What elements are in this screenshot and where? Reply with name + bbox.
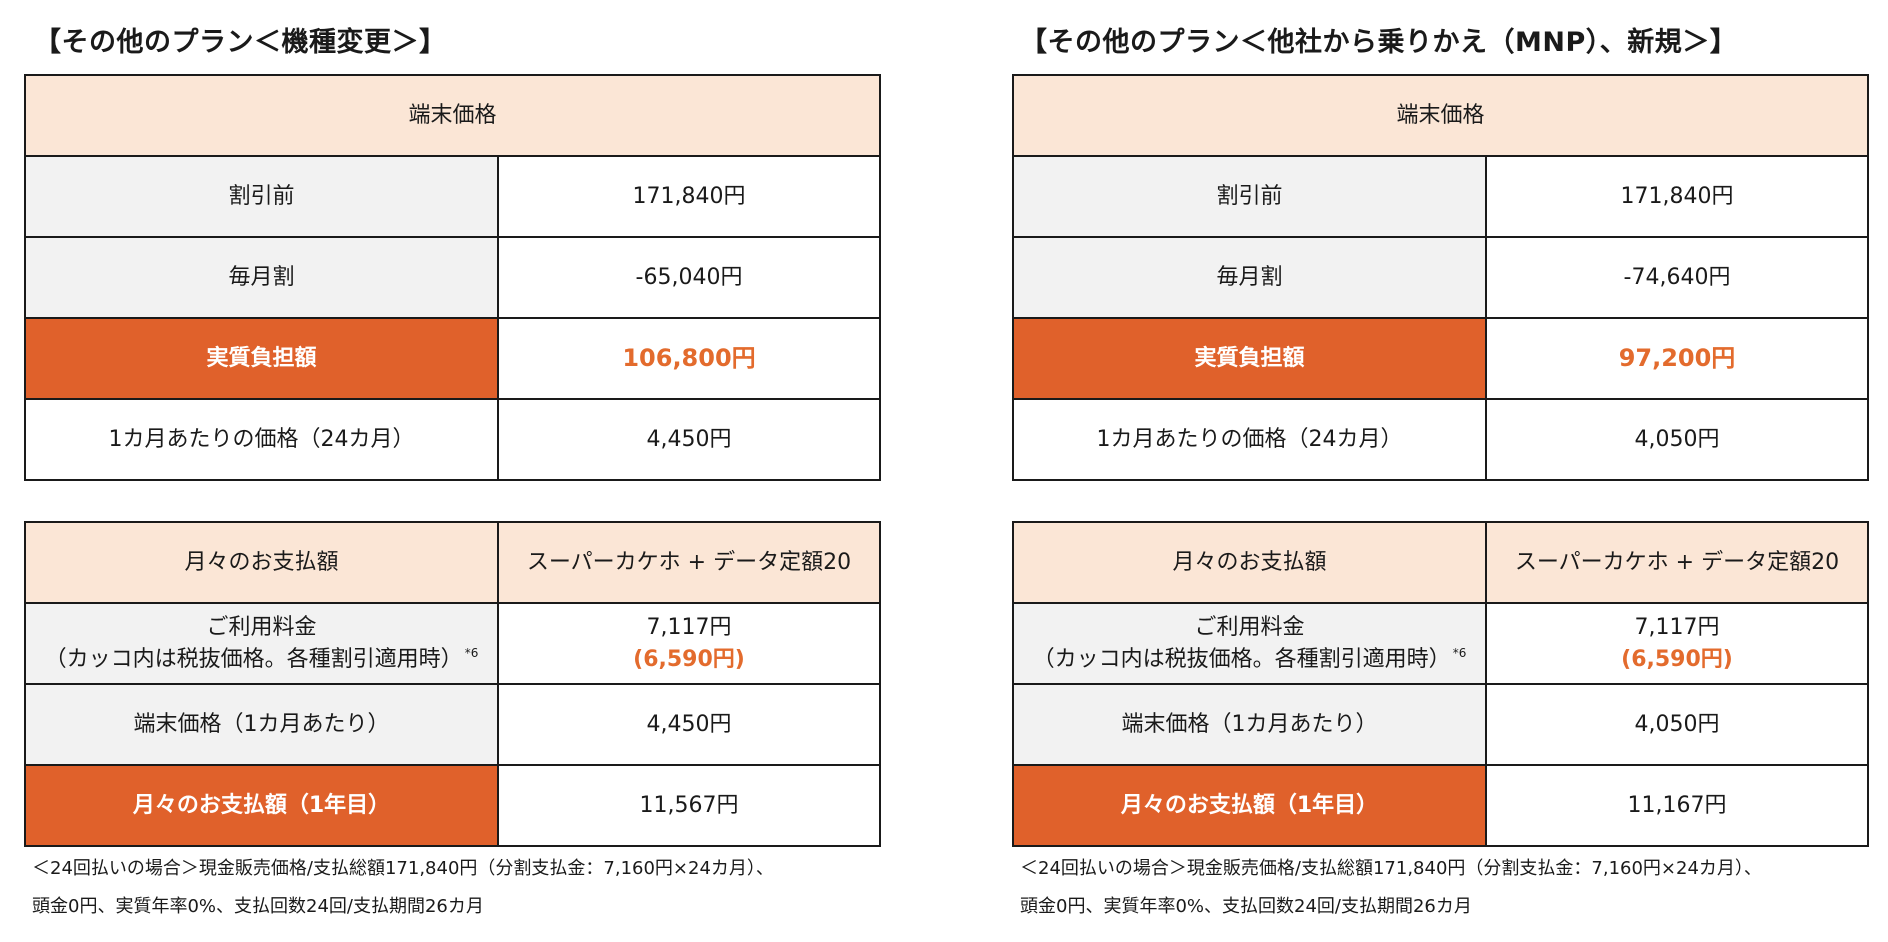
monthly-discount-label: 毎月割: [1012, 236, 1487, 319]
monthly-total-label: 月々のお支払額（1年目）: [24, 764, 499, 847]
monthly-total-value: 11,567円: [497, 764, 881, 847]
monthly-discount-value: -74,640円: [1484, 236, 1870, 319]
monthly-payment-header-label: 月々のお支払額: [1012, 521, 1487, 604]
device-monthly-value: 4,050円: [1485, 683, 1869, 766]
table-row: 月々のお支払額 スーパーカケホ + データ定額20: [24, 521, 881, 604]
usage-fee-label-line1: ご利用料金: [1194, 614, 1305, 640]
table-row: 端末価格（1カ月あたり） 4,450円: [24, 683, 881, 766]
table-row: 端末価格: [23, 74, 882, 157]
table-row: 月々のお支払額（1年目） 11,167円: [1012, 764, 1869, 847]
table-row: 月々のお支払額（1年目） 11,567円: [24, 764, 881, 847]
before-discount-value: 171,840円: [496, 155, 882, 238]
usage-fee-label-note-text: （カッコ内は税抜価格。各種割引適用時）: [44, 646, 463, 672]
monthly-payment-plan-name: スーパーカケホ + データ定額20: [497, 521, 881, 604]
usage-fee-value: 7,117円 (6,590円): [1485, 602, 1869, 685]
table-row: 実質負担額 97,200円: [1012, 317, 1870, 400]
table-row: 月々のお支払額 スーパーカケホ + データ定額20: [1012, 521, 1869, 604]
effective-cost-label: 実質負担額: [24, 317, 499, 400]
table-row: 端末価格: [1011, 74, 1870, 157]
table-row: ご利用料金 （カッコ内は税抜価格。各種割引適用時） *6 7,117円 (6,59…: [24, 602, 881, 685]
monthly-payment-table: 月々のお支払額 スーパーカケホ + データ定額20 ご利用料金 （カッコ内は税抜…: [24, 521, 881, 847]
before-discount-value: 171,840円: [1484, 155, 1870, 238]
footnote-line-2: 頭金0円、実質年率0%、支払回数24回/支払期間26カ月: [1020, 896, 1472, 917]
table-row: 毎月割 -65,040円: [24, 236, 882, 319]
footnote-line-2: 頭金0円、実質年率0%、支払回数24回/支払期間26カ月: [32, 896, 484, 917]
device-price-header: 端末価格: [1011, 74, 1870, 157]
monthly-total-value: 11,167円: [1485, 764, 1869, 847]
installment-footnote: ＜24回払いの場合＞現金販売価格/支払総額171,840円（分割支払金：7,16…: [1020, 850, 1880, 926]
device-monthly-label: 端末価格（1カ月あたり）: [24, 683, 499, 766]
monthly-discount-value: -65,040円: [496, 236, 882, 319]
usage-fee-amount-excl-tax: (6,590円): [633, 646, 745, 672]
table-row: 1カ月あたりの価格（24カ月） 4,450円: [24, 398, 882, 481]
footnote-line-1: ＜24回払いの場合＞現金販売価格/支払総額171,840円（分割支払金：7,16…: [32, 858, 774, 879]
usage-fee-label-line1: ご利用料金: [206, 614, 317, 640]
footnote-line-1: ＜24回払いの場合＞現金販売価格/支払総額171,840円（分割支払金：7,16…: [1020, 858, 1762, 879]
plan-title: 【その他のプラン＜他社から乗りかえ（MNP）、新規＞】: [1020, 27, 1738, 58]
device-monthly-label: 端末価格（1カ月あたり）: [1012, 683, 1487, 766]
usage-fee-amount: 7,117円: [646, 614, 732, 640]
device-price-table: 端末価格 割引前 171,840円 毎月割 -65,040円 実質負担額 106…: [23, 74, 882, 481]
table-row: 毎月割 -74,640円: [1012, 236, 1870, 319]
table-row: 端末価格（1カ月あたり） 4,050円: [1012, 683, 1869, 766]
effective-cost-value: 97,200円: [1484, 317, 1870, 400]
usage-fee-label: ご利用料金 （カッコ内は税抜価格。各種割引適用時） *6: [24, 602, 499, 685]
usage-fee-label-line2: （カッコ内は税抜価格。各種割引適用時） *6: [26, 644, 497, 676]
usage-fee-label-note-text: （カッコ内は税抜価格。各種割引適用時）: [1032, 646, 1451, 672]
device-price-header: 端末価格: [23, 74, 882, 157]
usage-fee-value: 7,117円 (6,590円): [497, 602, 881, 685]
per-month-value: 4,050円: [1484, 398, 1870, 481]
effective-cost-label: 実質負担額: [1012, 317, 1487, 400]
plan-title: 【その他のプラン＜機種変更＞】: [34, 27, 447, 58]
before-discount-label: 割引前: [1012, 155, 1487, 238]
monthly-discount-label: 毎月割: [24, 236, 499, 319]
usage-fee-label: ご利用料金 （カッコ内は税抜価格。各種割引適用時） *6: [1012, 602, 1487, 685]
monthly-payment-table: 月々のお支払額 スーパーカケホ + データ定額20 ご利用料金 （カッコ内は税抜…: [1012, 521, 1869, 847]
monthly-total-label: 月々のお支払額（1年目）: [1012, 764, 1487, 847]
monthly-payment-plan-name: スーパーカケホ + データ定額20: [1485, 521, 1869, 604]
usage-fee-amount-excl-tax: (6,590円): [1621, 646, 1733, 672]
usage-fee-amount: 7,117円: [1634, 614, 1720, 640]
usage-fee-label-line2: （カッコ内は税抜価格。各種割引適用時） *6: [1014, 644, 1485, 676]
before-discount-label: 割引前: [24, 155, 499, 238]
table-row: 1カ月あたりの価格（24カ月） 4,050円: [1012, 398, 1870, 481]
device-price-table: 端末価格 割引前 171,840円 毎月割 -74,640円 実質負担額 97,…: [1011, 74, 1870, 481]
footnote-marker: *6: [1452, 646, 1467, 661]
table-row: 割引前 171,840円: [1012, 155, 1870, 238]
per-month-value: 4,450円: [496, 398, 882, 481]
effective-cost-value: 106,800円: [496, 317, 882, 400]
installment-footnote: ＜24回払いの場合＞現金販売価格/支払総額171,840円（分割支払金：7,16…: [32, 850, 892, 926]
table-row: ご利用料金 （カッコ内は税抜価格。各種割引適用時） *6 7,117円 (6,59…: [1012, 602, 1869, 685]
per-month-label: 1カ月あたりの価格（24カ月）: [1012, 398, 1487, 481]
device-monthly-value: 4,450円: [497, 683, 881, 766]
table-row: 実質負担額 106,800円: [24, 317, 882, 400]
per-month-label: 1カ月あたりの価格（24カ月）: [24, 398, 499, 481]
footnote-marker: *6: [464, 646, 479, 661]
table-row: 割引前 171,840円: [24, 155, 882, 238]
monthly-payment-header-label: 月々のお支払額: [24, 521, 499, 604]
